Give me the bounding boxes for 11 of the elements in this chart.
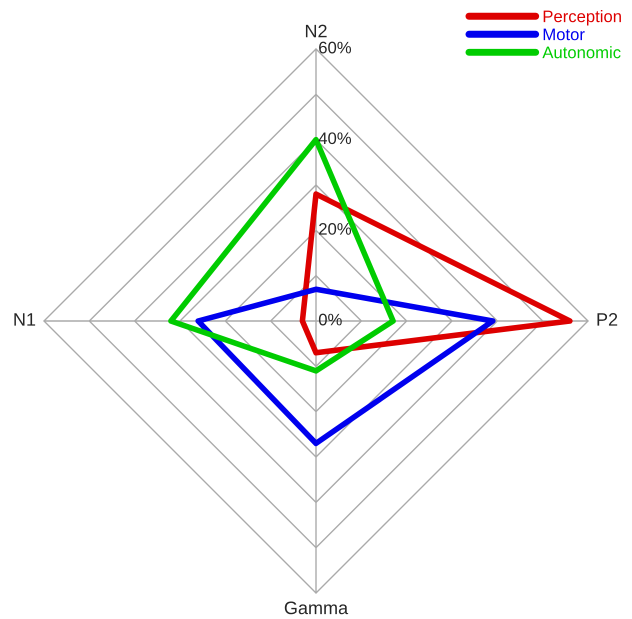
y-tick-label: 20%	[319, 223, 352, 235]
legend-label: Autonomic	[542, 46, 621, 58]
legend-label: Motor	[544, 28, 585, 40]
y-tick-label: 40%	[318, 132, 352, 144]
spoke-label: N1	[14, 313, 36, 326]
legend-label: Perception	[544, 10, 621, 26]
spoke-label: N2	[306, 24, 327, 38]
spoke-label: P2	[597, 313, 618, 326]
y-tick-label: 0%	[318, 314, 342, 326]
y-tick-label: 60%	[319, 42, 352, 54]
spoke-label: Gamma	[284, 601, 348, 614]
